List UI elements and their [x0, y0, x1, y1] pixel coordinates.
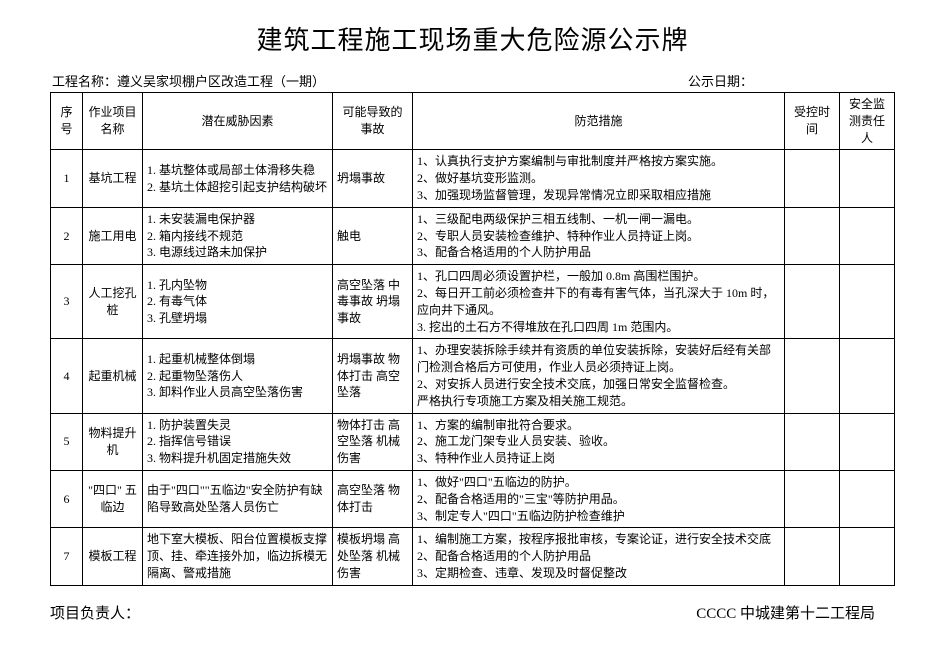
public-date-label: 公示日期：	[688, 71, 753, 90]
th-name: 作业项目名称	[83, 93, 143, 150]
cell-time	[785, 207, 840, 264]
document-page: 建筑工程施工现场重大危险源公示牌 工程名称：遵义吴家坝棚户区改造工程（一期） 公…	[0, 0, 945, 633]
table-row: 5物料提升机1. 防护装置失灵2. 指挥信号错误3. 物料提升机固定措施失效物体…	[51, 413, 895, 470]
cell-idx: 4	[51, 339, 83, 413]
cell-person	[840, 413, 895, 470]
cell-accident: 模板坍塌 高处坠落 机械伤害	[333, 528, 413, 585]
cell-risk: 1. 防护装置失灵2. 指挥信号错误3. 物料提升机固定措施失效	[143, 413, 333, 470]
cell-time	[785, 265, 840, 339]
cell-accident: 触电	[333, 207, 413, 264]
table-row: 2施工用电1. 未安装漏电保护器2. 箱内接线不规范3. 电源线过路未加保护触电…	[51, 207, 895, 264]
th-ctrl: 防范措施	[413, 93, 785, 150]
cell-control: 1、办理安装拆除手续并有资质的单位安装拆除，安装好后经有关部门检测合格后方可使用…	[413, 339, 785, 413]
table-row: 7模板工程地下室大模板、阳台位置模板支撑顶、挂、牵连接外加，临边拆模无隔离、警戒…	[51, 528, 895, 585]
cell-idx: 5	[51, 413, 83, 470]
cell-risk: 由于"四口""五临边"安全防护有缺陷导致高处坠落人员伤亡	[143, 470, 333, 527]
cell-time	[785, 470, 840, 527]
cell-risk: 1. 基坑整体或局部土体滑移失稳2. 基坑土体超挖引起支护结构破坏	[143, 150, 333, 207]
cell-accident: 坍塌事故 物体打击 高空坠落	[333, 339, 413, 413]
footer: 项目负责人： CCCC 中城建第十二工程局	[50, 602, 895, 623]
cell-name: 起重机械	[83, 339, 143, 413]
table-header: 序号 作业项目名称 潜在威胁因素 可能导致的事故 防范措施 受控时间 安全监测责…	[51, 93, 895, 150]
footer-left: 项目负责人：	[50, 602, 140, 623]
cell-risk: 1. 起重机械整体倒塌2. 起重物坠落伤人3. 卸料作业人员高空坠落伤害	[143, 339, 333, 413]
cell-accident: 高空坠落 物体打击	[333, 470, 413, 527]
cell-risk: 地下室大模板、阳台位置模板支撑顶、挂、牵连接外加，临边拆模无隔离、警戒措施	[143, 528, 333, 585]
cell-control: 1、三级配电两级保护三相五线制、一机一闸一漏电。2、专职人员安装检查维护、特种作…	[413, 207, 785, 264]
project-label: 工程名称：	[52, 74, 117, 89]
table-row: 3人工挖孔桩1. 孔内坠物2. 有毒气体3. 孔壁坍塌高空坠落 中毒事故 坍塌事…	[51, 265, 895, 339]
cell-time	[785, 528, 840, 585]
cell-accident: 坍塌事故	[333, 150, 413, 207]
meta-row: 工程名称：遵义吴家坝棚户区改造工程（一期） 公示日期：	[50, 71, 895, 90]
cell-person	[840, 265, 895, 339]
cell-control: 1、孔口四周必须设置护栏，一般加 0.8m 高围栏围护。2、每日开工前必须检查井…	[413, 265, 785, 339]
footer-right: CCCC 中城建第十二工程局	[696, 602, 875, 623]
project-name: 工程名称：遵义吴家坝棚户区改造工程（一期）	[52, 71, 325, 90]
table-row: 4起重机械1. 起重机械整体倒塌2. 起重物坠落伤人3. 卸料作业人员高空坠落伤…	[51, 339, 895, 413]
th-acc: 可能导致的事故	[333, 93, 413, 150]
cell-idx: 6	[51, 470, 83, 527]
cell-time	[785, 339, 840, 413]
cell-control: 1、编制施工方案，按程序报批审核，专案论证，进行安全技术交底2、配备合格适用的个…	[413, 528, 785, 585]
table-row: 6"四口" 五临边由于"四口""五临边"安全防护有缺陷导致高处坠落人员伤亡高空坠…	[51, 470, 895, 527]
th-person: 安全监测责任人	[840, 93, 895, 150]
cell-control: 1、做好"四口"五临边的防护。2、配备合格适用的"三宝"等防护用品。3、制定专人…	[413, 470, 785, 527]
cell-person	[840, 150, 895, 207]
table-body: 1基坑工程1. 基坑整体或局部土体滑移失稳2. 基坑土体超挖引起支护结构破坏坍塌…	[51, 150, 895, 585]
th-idx: 序号	[51, 93, 83, 150]
cell-idx: 1	[51, 150, 83, 207]
cell-control: 1、认真执行支护方案编制与审批制度并严格按方案实施。2、做好基坑变形监测。3、加…	[413, 150, 785, 207]
cell-name: 物料提升机	[83, 413, 143, 470]
page-title: 建筑工程施工现场重大危险源公示牌	[50, 20, 895, 57]
cell-time	[785, 413, 840, 470]
th-risk: 潜在威胁因素	[143, 93, 333, 150]
cell-risk: 1. 未安装漏电保护器2. 箱内接线不规范3. 电源线过路未加保护	[143, 207, 333, 264]
table-row: 1基坑工程1. 基坑整体或局部土体滑移失稳2. 基坑土体超挖引起支护结构破坏坍塌…	[51, 150, 895, 207]
cell-name: 施工用电	[83, 207, 143, 264]
cell-person	[840, 528, 895, 585]
cell-accident: 物体打击 高空坠落 机械伤害	[333, 413, 413, 470]
cell-control: 1、方案的编制审批符合要求。2、施工龙门架专业人员安装、验收。3、特种作业人员持…	[413, 413, 785, 470]
cell-name: 人工挖孔桩	[83, 265, 143, 339]
cell-person	[840, 470, 895, 527]
cell-idx: 3	[51, 265, 83, 339]
cell-name: 模板工程	[83, 528, 143, 585]
th-time: 受控时间	[785, 93, 840, 150]
cell-idx: 7	[51, 528, 83, 585]
cell-name: 基坑工程	[83, 150, 143, 207]
cell-idx: 2	[51, 207, 83, 264]
cell-name: "四口" 五临边	[83, 470, 143, 527]
cell-person	[840, 339, 895, 413]
cell-person	[840, 207, 895, 264]
cell-accident: 高空坠落 中毒事故 坍塌事故	[333, 265, 413, 339]
cell-time	[785, 150, 840, 207]
project-value: 遵义吴家坝棚户区改造工程（一期）	[117, 74, 325, 89]
hazard-table: 序号 作业项目名称 潜在威胁因素 可能导致的事故 防范措施 受控时间 安全监测责…	[50, 92, 895, 586]
cell-risk: 1. 孔内坠物2. 有毒气体3. 孔壁坍塌	[143, 265, 333, 339]
